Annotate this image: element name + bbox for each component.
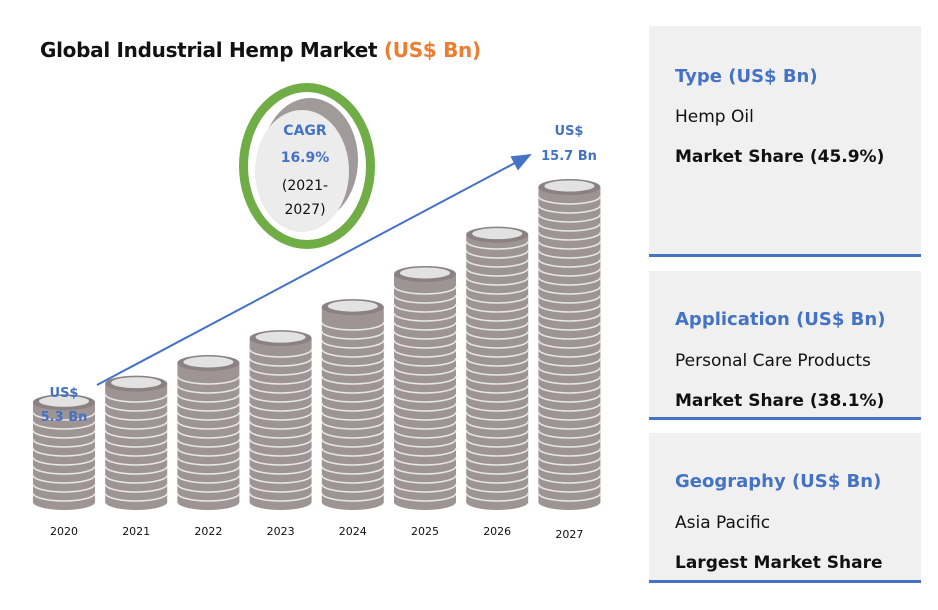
application-panel-value: Personal Care Products xyxy=(675,351,871,371)
cagr-period-start: (2021- xyxy=(282,178,328,194)
type-panel-value: Hemp Oil xyxy=(675,107,754,127)
type-panel-stat: Market Share (45.9%) xyxy=(675,147,885,167)
cagr-value: 16.9% xyxy=(281,150,330,166)
chart-title-unit: (US$ Bn) xyxy=(383,38,481,62)
application-panel-heading: Application (US$ Bn) xyxy=(675,309,886,330)
chart-title: Global Industrial Hemp Market (US$ Bn) xyxy=(40,38,481,62)
coin-stack-2021 xyxy=(104,375,168,510)
x-axis-label-2026: 2026 xyxy=(483,525,511,538)
start-value-amount: 5.3 Bn xyxy=(41,410,88,425)
type-panel: Type (US$ Bn) Hemp Oil Market Share (45.… xyxy=(649,26,921,257)
coin-stack-2024 xyxy=(321,299,385,510)
coin-stack-2023 xyxy=(248,330,313,510)
x-axis-label-2025: 2025 xyxy=(411,525,439,538)
coin-stack-chart: CAGR 16.9% (2021- 2027) US$ 5.3 Bn US$ 1… xyxy=(32,83,602,541)
end-value-amount: 15.7 Bn xyxy=(541,149,597,164)
chart-title-main: Global Industrial Hemp Market xyxy=(40,38,378,62)
coin-stack-2026 xyxy=(465,226,529,510)
coin-stack-2020 xyxy=(32,394,96,510)
application-panel-stat: Market Share (38.1%) xyxy=(675,391,885,411)
x-axis-label-2021: 2021 xyxy=(122,525,150,538)
application-panel: Application (US$ Bn) Personal Care Produ… xyxy=(649,271,921,420)
x-axis-label-2024: 2024 xyxy=(339,525,367,538)
end-value-currency: US$ xyxy=(555,124,584,139)
x-axis-label-2022: 2022 xyxy=(194,525,222,538)
geography-panel: Geography (US$ Bn) Asia Pacific Largest … xyxy=(649,433,921,583)
coin-stack-2027 xyxy=(537,179,602,510)
coin-stack-2022 xyxy=(176,354,241,510)
cagr-period-end: 2027) xyxy=(284,202,325,218)
coin-stacks xyxy=(32,179,602,510)
geography-panel-stat: Largest Market Share xyxy=(675,553,883,573)
x-axis-labels: 2020 2021 2022 2023 2024 2025 2026 2027 xyxy=(50,525,583,541)
coin-stack-2025 xyxy=(393,265,457,510)
cagr-badge: CAGR 16.9% (2021- 2027) xyxy=(239,83,375,249)
geography-panel-heading: Geography (US$ Bn) xyxy=(675,471,882,492)
x-axis-label-2027: 2027 xyxy=(555,528,583,541)
x-axis-label-2020: 2020 xyxy=(50,525,78,538)
growth-arrow xyxy=(96,154,532,386)
start-value-currency: US$ xyxy=(50,386,79,401)
type-panel-heading: Type (US$ Bn) xyxy=(675,66,818,87)
x-axis-label-2023: 2023 xyxy=(267,525,295,538)
cagr-label: CAGR xyxy=(283,123,327,139)
geography-panel-value: Asia Pacific xyxy=(675,513,771,533)
